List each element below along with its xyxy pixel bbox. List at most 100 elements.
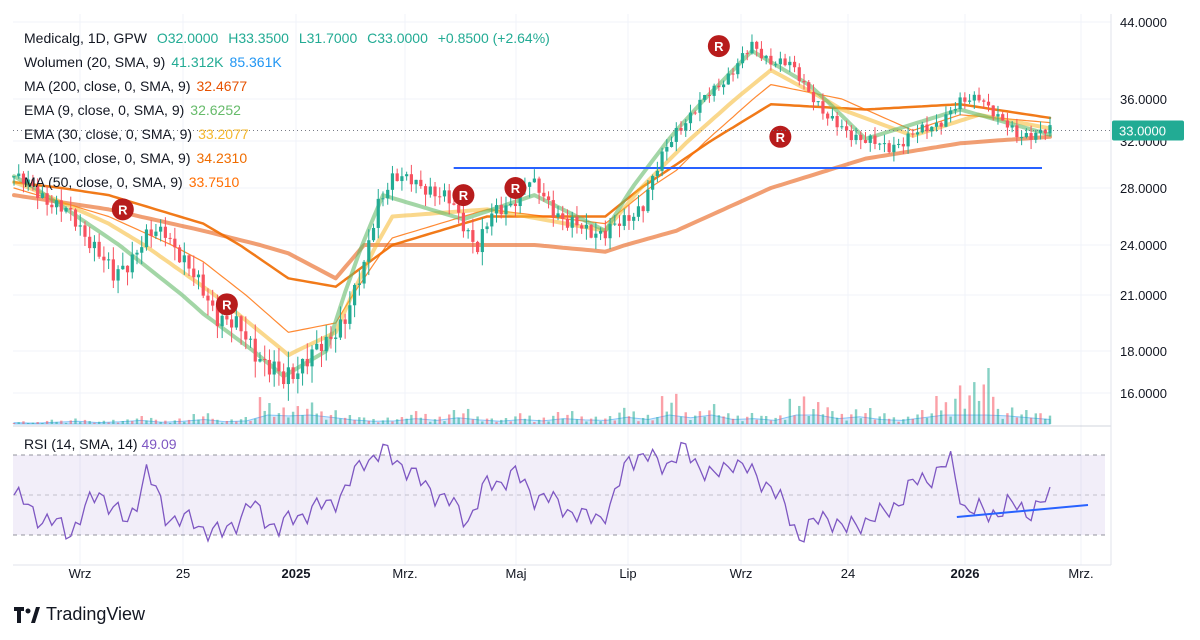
- candle-body[interactable]: [759, 48, 764, 59]
- candle-body[interactable]: [433, 186, 437, 197]
- candle-body[interactable]: [305, 358, 309, 367]
- candle-body[interactable]: [357, 283, 361, 285]
- candle-body[interactable]: [362, 261, 366, 284]
- candle-body[interactable]: [192, 268, 196, 278]
- candle-body[interactable]: [892, 144, 896, 153]
- candle-body[interactable]: [721, 84, 726, 88]
- candle-body[interactable]: [1005, 120, 1010, 128]
- candle-body[interactable]: [764, 55, 768, 59]
- candle-body[interactable]: [1010, 125, 1014, 128]
- candle-body[interactable]: [457, 204, 461, 213]
- candle-body[interactable]: [310, 349, 314, 367]
- candle-body[interactable]: [395, 173, 399, 182]
- rsi-legend[interactable]: RSI (14, SMA, 14) 49.09: [24, 436, 177, 452]
- candle-body[interactable]: [40, 193, 44, 198]
- candle-body[interactable]: [485, 226, 489, 230]
- candle-body[interactable]: [1029, 133, 1033, 140]
- candle-body[interactable]: [873, 135, 877, 144]
- candle-body[interactable]: [386, 189, 390, 199]
- candle-body[interactable]: [291, 367, 295, 380]
- rsi-trendline[interactable]: [956, 504, 1089, 518]
- candle-body[interactable]: [934, 122, 939, 127]
- candle-body[interactable]: [414, 179, 418, 185]
- candle-body[interactable]: [272, 361, 276, 375]
- candle-body[interactable]: [140, 247, 144, 253]
- candle-body[interactable]: [12, 176, 16, 178]
- candle-body[interactable]: [343, 319, 347, 324]
- candle-body[interactable]: [348, 305, 352, 324]
- candle-body[interactable]: [376, 198, 380, 228]
- candle-body[interactable]: [64, 208, 68, 212]
- candle-body[interactable]: [580, 225, 584, 229]
- candle-body[interactable]: [944, 114, 948, 127]
- candle-body[interactable]: [897, 143, 901, 145]
- candle-body[interactable]: [967, 100, 972, 102]
- candle-body[interactable]: [693, 112, 697, 114]
- candle-body[interactable]: [570, 216, 574, 228]
- candle-body[interactable]: [613, 223, 617, 225]
- candle-body[interactable]: [1020, 137, 1024, 139]
- candle-body[interactable]: [159, 226, 163, 232]
- candle-body[interactable]: [816, 101, 820, 103]
- candle-body[interactable]: [1024, 133, 1028, 138]
- candle-body[interactable]: [546, 196, 551, 201]
- indicator-row[interactable]: MA (100, close, 0, SMA, 9) 34.2310: [24, 146, 556, 170]
- candle-body[interactable]: [911, 133, 915, 135]
- candle-body[interactable]: [769, 55, 773, 65]
- candle-body[interactable]: [319, 343, 324, 352]
- candle-body[interactable]: [542, 192, 546, 197]
- candle-body[interactable]: [88, 236, 92, 249]
- candle-body[interactable]: [920, 124, 924, 133]
- candle-body[interactable]: [1043, 129, 1047, 134]
- candle-body[interactable]: [882, 143, 887, 145]
- candle-body[interactable]: [187, 255, 191, 269]
- candle-body[interactable]: [660, 151, 664, 171]
- candle-body[interactable]: [111, 259, 115, 281]
- candle-body[interactable]: [21, 173, 26, 184]
- candle-body[interactable]: [230, 319, 234, 328]
- candle-body[interactable]: [144, 229, 149, 248]
- candle-body[interactable]: [603, 230, 607, 239]
- candle-body[interactable]: [296, 373, 300, 380]
- candle-body[interactable]: [36, 185, 40, 198]
- candle-body[interactable]: [788, 61, 792, 66]
- candle-body[interactable]: [636, 206, 641, 217]
- candle-body[interactable]: [54, 200, 59, 208]
- candle-body[interactable]: [121, 265, 125, 270]
- candle-body[interactable]: [480, 229, 484, 253]
- candle-body[interactable]: [930, 126, 934, 132]
- candle-body[interactable]: [991, 105, 995, 117]
- indicator-row[interactable]: EMA (30, close, 0, SMA, 9) 33.2077: [24, 122, 556, 146]
- candle-body[interactable]: [196, 274, 201, 278]
- candle-body[interactable]: [731, 73, 735, 75]
- candle-body[interactable]: [537, 178, 541, 193]
- candle-body[interactable]: [783, 58, 787, 66]
- candle-body[interactable]: [684, 123, 688, 131]
- candle-body[interactable]: [958, 97, 962, 110]
- candle-body[interactable]: [651, 176, 655, 190]
- candle-body[interactable]: [267, 359, 272, 375]
- candle-body[interactable]: [353, 284, 357, 306]
- candle-body[interactable]: [92, 241, 97, 249]
- candle-body[interactable]: [390, 173, 395, 190]
- r-marker[interactable]: R: [215, 293, 238, 316]
- candle-body[interactable]: [149, 229, 153, 236]
- candle-body[interactable]: [277, 361, 281, 372]
- candle-body[interactable]: [972, 94, 976, 101]
- indicator-row[interactable]: MA (50, close, 0, SMA, 9) 33.7510: [24, 170, 556, 194]
- candle-body[interactable]: [45, 193, 49, 205]
- candle-body[interactable]: [532, 178, 536, 183]
- candle-body[interactable]: [1015, 125, 1019, 138]
- candle-body[interactable]: [925, 124, 929, 132]
- indicator-row[interactable]: EMA (9, close, 0, SMA, 9) 32.6252: [24, 98, 556, 122]
- candle-body[interactable]: [996, 114, 1000, 117]
- ma50-line[interactable]: [13, 84, 1051, 333]
- candle-body[interactable]: [887, 143, 891, 153]
- candle-body[interactable]: [438, 196, 442, 198]
- candle-body[interactable]: [632, 216, 636, 221]
- candle-body[interactable]: [258, 359, 262, 362]
- brand-footer[interactable]: TradingView: [14, 604, 145, 625]
- r-marker[interactable]: R: [504, 177, 527, 199]
- candle-body[interactable]: [130, 254, 134, 273]
- candle-body[interactable]: [381, 198, 385, 200]
